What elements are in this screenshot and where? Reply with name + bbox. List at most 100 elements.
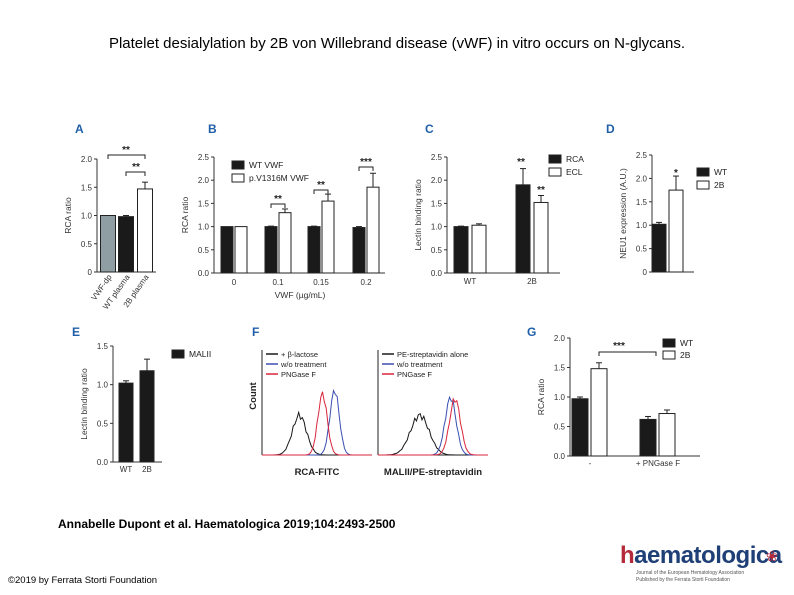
y-tick-label-C: 2.0 <box>431 176 443 185</box>
bar-A-2B plasma <box>137 188 153 273</box>
x-tick-label-G: + PNGase F <box>636 459 680 468</box>
histogram-legend-label: PNGase F <box>281 370 316 379</box>
legend-label-B-p.V1316M VWF: p.V1316M VWF <box>249 173 309 183</box>
sig-bracket-G <box>598 351 657 356</box>
haematologica-logo: haematologica Journal of the European He… <box>598 540 788 586</box>
y-tick-label-G: 1.5 <box>554 364 566 373</box>
bar-B-0.15-p.V1316M VWF <box>321 200 335 274</box>
x-tick-label-G: - <box>589 459 592 468</box>
legend-swatch-C-RCA <box>548 154 562 164</box>
x-tick-label-E: 2B <box>142 465 152 474</box>
histogram-x-label: MALII/PE-streptavidin <box>384 467 482 478</box>
bar-A-WT plasma <box>118 216 134 273</box>
sig-bracket-A-2 <box>125 171 146 176</box>
x-tick-label-E: WT <box>120 465 133 474</box>
y-tick-label-E: 1.0 <box>97 381 109 390</box>
histogram-legend-label: w/o treatment <box>396 360 443 369</box>
histogram-legend-label: PE-streptavidin alone <box>397 350 468 359</box>
histogram-trace <box>262 391 372 456</box>
significance-C-1: ** <box>517 157 525 168</box>
significance-D-1: * <box>674 168 678 179</box>
legend-swatch-G-WT <box>662 338 676 348</box>
y-tick-label-C: 1.5 <box>431 199 443 208</box>
y-tick-label-B: 0.0 <box>198 269 210 278</box>
y-tick-label-C: 0.0 <box>431 269 443 278</box>
y-axis-label-E: Lectin binding ratio <box>79 368 89 440</box>
y-tick-label-C: 1.0 <box>431 223 443 232</box>
y-tick-label-C: 2.5 <box>431 153 443 162</box>
bar-G---2B <box>590 368 608 457</box>
legend-label-D-WT: WT <box>714 167 727 177</box>
histogram-legend-label: + β-lactose <box>281 350 318 359</box>
y-axis-label-D: NEU1 expression (A.U.) <box>618 168 628 259</box>
bar-E-WT <box>118 382 134 463</box>
bar-B-0-WT VWF <box>220 226 234 274</box>
legend-label-E-MALII: MALII <box>189 349 211 359</box>
y-tick-label-G: 1.0 <box>554 393 566 402</box>
significance-A-1: ** <box>122 145 130 156</box>
panel-label-D: D <box>606 122 615 136</box>
panel-label-C: C <box>425 122 434 136</box>
legend-swatch-G-2B <box>662 350 676 360</box>
y-axis-label-C: Lectin binding ratio <box>413 179 423 251</box>
bar-B-0.2-p.V1316M VWF <box>366 186 380 274</box>
bar-D-2B <box>668 189 684 273</box>
panel-label-B: B <box>208 122 217 136</box>
y-axis-label-F: Count <box>248 381 259 409</box>
x-tick-label-B: 0.1 <box>272 278 284 287</box>
y-tick-label-D: 1.0 <box>636 221 648 230</box>
y-tick-label-A: 0 <box>88 268 93 277</box>
y-tick-label-B: 2.5 <box>198 153 210 162</box>
legend-label-D-2B: 2B <box>714 180 725 190</box>
legend-label-B-WT VWF: WT VWF <box>249 160 283 170</box>
bar-C-2B-ECL <box>533 201 549 274</box>
histogram-x-label: RCA-FITC <box>295 467 340 478</box>
significance-A-2: ** <box>132 162 140 173</box>
sig-bracket-B <box>270 203 286 208</box>
x-axis-label-B: VWF (µg/mL) <box>275 290 326 300</box>
panel-label-A: A <box>75 122 84 136</box>
logo-subtitle-1: Journal of the European Hematology Assoc… <box>636 570 745 576</box>
y-tick-label-E: 0.0 <box>97 458 109 467</box>
bar-E-2B <box>139 370 155 463</box>
sig-bracket-B <box>358 166 374 171</box>
legend-label-C-RCA: RCA <box>566 154 584 164</box>
bar-B-0.1-p.V1316M VWF <box>278 212 292 274</box>
bar-B-0.15-WT VWF <box>307 226 321 274</box>
y-tick-label-D: 2.0 <box>636 174 648 183</box>
legend-swatch-D-WT <box>696 167 710 177</box>
y-tick-label-B: 1.5 <box>198 199 210 208</box>
y-tick-label-D: 0.5 <box>636 245 648 254</box>
y-tick-label-C: 0.5 <box>431 246 443 255</box>
x-tick-label-B: 0.2 <box>360 278 372 287</box>
x-tick-label-C: 2B <box>527 277 537 286</box>
significance-B-1: ** <box>317 180 325 191</box>
y-axis-label-B: RCA ratio <box>180 197 190 234</box>
bar-B-0.2-WT VWF <box>352 227 366 274</box>
significance-B-0: ** <box>274 194 282 205</box>
sig-bracket-A-1 <box>107 154 146 159</box>
citation: Annabelle Dupont et al. Haematologica 20… <box>58 517 396 531</box>
sig-bracket-B <box>313 189 329 194</box>
bar-G---WT <box>571 398 589 457</box>
histogram-legend-label: PNGase F <box>397 370 432 379</box>
legend-swatch-B-p.V1316M VWF <box>231 173 245 183</box>
legend-swatch-E-MALII <box>171 349 185 359</box>
x-tick-label-B: 0 <box>232 278 237 287</box>
y-tick-label-A: 2.0 <box>81 155 93 164</box>
y-tick-label-B: 2.0 <box>198 176 210 185</box>
bar-B-0-p.V1316M VWF <box>234 226 248 274</box>
significance-C-2: ** <box>537 185 545 196</box>
x-tick-label-B: 0.15 <box>313 278 329 287</box>
logo-subtitle-2: Published by the Ferrata Storti Foundati… <box>636 577 730 583</box>
panel-label-F: F <box>252 325 259 339</box>
y-tick-label-A: 0.5 <box>81 240 93 249</box>
panel-label-E: E <box>72 325 80 339</box>
legend-swatch-C-ECL <box>548 167 562 177</box>
legend-swatch-D-2B <box>696 180 710 190</box>
x-tick-label-C: WT <box>464 277 477 286</box>
y-axis-label-G: RCA ratio <box>536 379 546 416</box>
bar-G-+ PNGase F-2B <box>658 413 676 457</box>
y-tick-label-A: 1.5 <box>81 183 93 192</box>
